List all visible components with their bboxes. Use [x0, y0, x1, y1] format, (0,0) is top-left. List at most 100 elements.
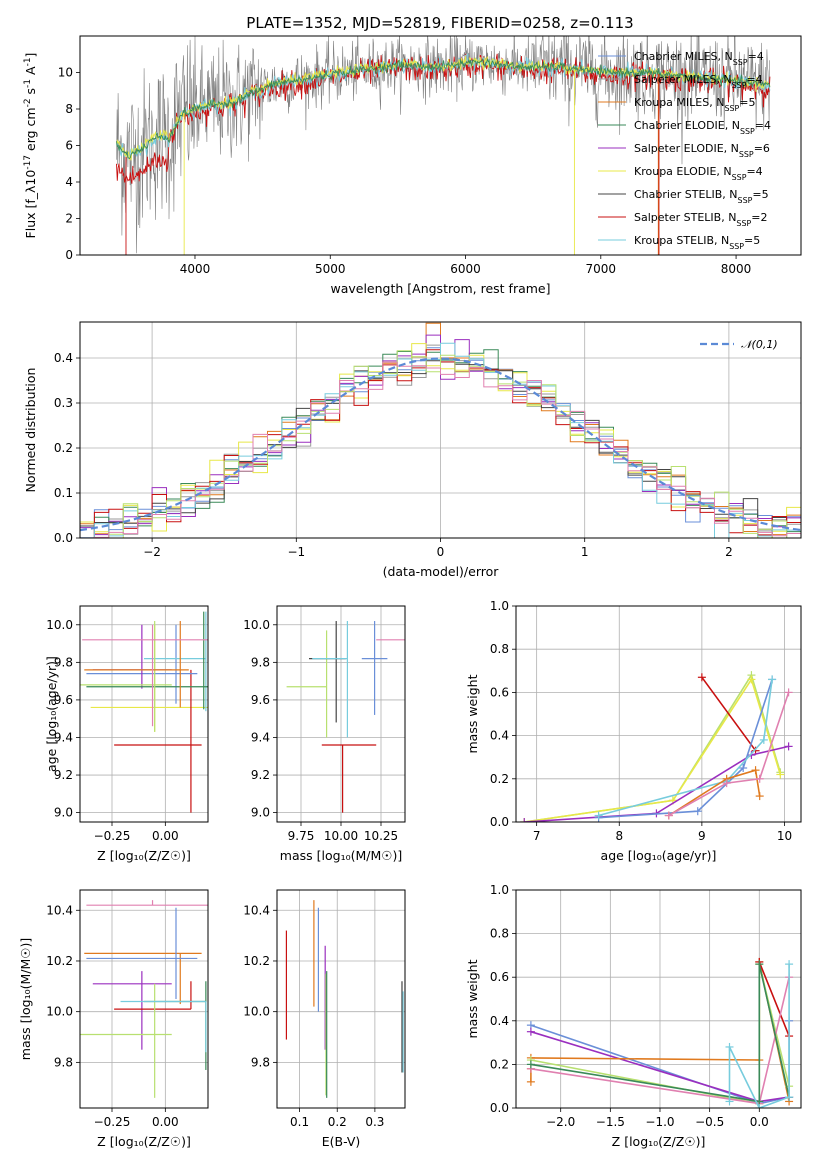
y-tick-label: 9.8 — [54, 655, 73, 669]
plus-marker — [747, 675, 756, 684]
plus-marker — [526, 1060, 535, 1069]
legend-entry: Chabrier STELIB, NSSP=5 — [634, 188, 769, 205]
age_vs_Z-frame — [79, 605, 209, 823]
x-tick-label: 0.00 — [152, 829, 179, 843]
weight-line-pink — [668, 692, 790, 817]
y-tick-label: 10.2 — [243, 954, 270, 968]
plus-marker — [747, 751, 756, 760]
spectrum-plot-area — [116, 36, 771, 255]
y-tick-label: 0.2 — [490, 772, 509, 786]
x-tick-label: −2 — [143, 545, 161, 559]
x-axis-label: E(B-V) — [322, 1134, 361, 1149]
chart-title: PLATE=1352, MJD=52819, FIBERID=0258, z=0… — [246, 14, 633, 32]
plus-marker — [520, 818, 529, 822]
y-tick-label: 0.4 — [490, 729, 509, 743]
y-axis-label: mass weight — [465, 674, 480, 753]
y-axis-label: mass [log₁₀(M/M☉)] — [18, 938, 33, 1060]
errorbar-point — [92, 971, 172, 1050]
plus-marker — [725, 1042, 734, 1051]
x-tick-label: 9 — [698, 829, 706, 843]
legend-entry: Kroupa MILES, NSSP=5 — [634, 96, 755, 113]
spectrum-legend: Chabrier MILES, NSSP=4 Salpeter MILES, NS… — [598, 50, 771, 251]
plus-marker — [739, 764, 748, 772]
errorbar-point — [286, 630, 328, 738]
x-tick-label: −2.0 — [546, 1115, 575, 1129]
y-tick-label: 1.0 — [490, 883, 509, 897]
y-tick-label: 10.4 — [46, 903, 73, 917]
age_vs_mass-frame — [276, 605, 406, 823]
mass_vs_ebv-frame — [276, 889, 406, 1109]
x-tick-label: 0.1 — [290, 1115, 309, 1129]
y-tick-label: 0.8 — [490, 642, 509, 656]
age_vs_Z-axes: −0.25 0.00 9.0 9.2 9.4 9.6 9.8 10.0 — [46, 606, 208, 843]
mass_vs_ebv-plot-area — [285, 900, 404, 1098]
age_vs_mass-axes: 9.75 10.00 10.25 9.0 9.2 9.4 9.6 9.8 10.0 — [243, 606, 405, 843]
errorbar-point — [80, 621, 172, 732]
y-tick-label: 9.4 — [251, 730, 270, 744]
spectrum-data-line — [116, 36, 770, 254]
mass_weight_vs_age-axes: 7 8 9 10 0.0 0.2 0.4 0.6 0.8 1.0 — [490, 599, 801, 843]
y-tick-label: 0.4 — [54, 351, 73, 365]
weight-line-chabrier_elodie — [530, 963, 790, 1103]
y-tick-label: 0.2 — [54, 441, 73, 455]
mass_weight_vs_age-frame — [515, 605, 802, 823]
plus-marker — [526, 1027, 535, 1036]
errorbar-point — [84, 621, 189, 708]
mass_vs_Z-axes: −0.25 0.00 9.8 10.0 10.2 10.4 — [46, 890, 208, 1129]
x-axis-label: wavelength [Angstrom, rest frame] — [330, 281, 550, 296]
plus-marker — [759, 735, 768, 744]
x-tick-label: 5000 — [315, 262, 346, 276]
plus-marker — [751, 766, 760, 775]
plus-marker — [722, 779, 731, 788]
y-tick-label: 0.3 — [54, 396, 73, 410]
x-axis-label: Z [log₁₀(Z/Z☉)] — [97, 1134, 191, 1149]
x-tick-label: 10.00 — [324, 829, 358, 843]
errorbar-point — [361, 621, 388, 715]
y-tick-label: 0.6 — [490, 970, 509, 984]
legend-entry: Salpeter MILES, NSSP=4 — [634, 73, 763, 90]
weight-line-kroupa_miles — [668, 769, 761, 817]
legend-entry: Salpeter ELODIE, NSSP=6 — [634, 142, 770, 159]
errorbar-point — [312, 621, 348, 738]
x-tick-label: 10 — [777, 829, 792, 843]
x-tick-label: 2 — [725, 545, 733, 559]
y-tick-label: 0.8 — [490, 927, 509, 941]
x-tick-label: −1 — [287, 545, 305, 559]
y-tick-label: 0 — [65, 248, 73, 262]
errorbar-point — [376, 639, 405, 641]
y-tick-label: 0.1 — [54, 486, 73, 500]
x-tick-label: −0.25 — [94, 829, 131, 843]
errorbar-point — [309, 621, 346, 723]
x-tick-label: 0.3 — [365, 1115, 384, 1129]
weight-line-kroupa_stelib — [598, 679, 773, 817]
x-tick-label: 9.75 — [288, 829, 315, 843]
x-axis-label: Z [log₁₀(Z/Z☉)] — [612, 1134, 706, 1149]
spectrum-axes: 4000 5000 6000 7000 8000 0 2 4 6 8 10 — [58, 66, 752, 277]
y-tick-label: 10.0 — [46, 618, 73, 632]
mass_vs_ebv-axes: 0.1 0.2 0.3 9.8 10.0 10.2 10.4 — [243, 890, 405, 1129]
x-tick-label: −0.5 — [695, 1115, 724, 1129]
mass_vs_Z-frame — [79, 889, 209, 1109]
x-tick-label: 0 — [437, 545, 445, 559]
errorbar-point — [86, 907, 198, 999]
errorbar-point — [120, 1000, 207, 1053]
errorbar-point — [114, 981, 192, 1010]
x-axis-label: Z [log₁₀(Z/Z☉)] — [97, 848, 191, 863]
normal-curve — [80, 357, 801, 532]
y-tick-label: 4 — [65, 175, 73, 189]
plus-marker — [755, 960, 764, 969]
y-tick-label: 10.4 — [243, 903, 270, 917]
x-tick-label: 10.25 — [364, 829, 398, 843]
x-tick-label: 4000 — [180, 262, 211, 276]
y-tick-label: 0.0 — [490, 815, 509, 829]
plus-marker — [785, 1093, 794, 1102]
plus-marker — [526, 1077, 535, 1086]
y-tick-label: 0.0 — [54, 531, 73, 545]
weight-line-salpeter_elodie — [524, 745, 789, 822]
y-axis-label: mass weight — [465, 959, 480, 1038]
x-axis-label: mass [log₁₀(M/M☉)] — [280, 848, 402, 863]
errorbar-point — [82, 624, 208, 727]
weight-line-kroupa_stelib — [728, 964, 790, 1108]
weight-line-salpeter_stelib — [701, 676, 757, 752]
legend-entry: Chabrier MILES, NSSP=4 — [634, 50, 764, 67]
